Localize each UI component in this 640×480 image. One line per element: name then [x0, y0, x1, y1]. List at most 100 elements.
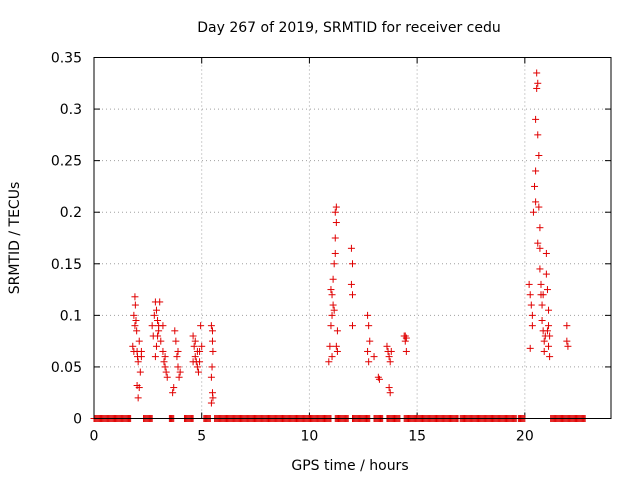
- data-point: [207, 373, 215, 381]
- data-point: [170, 384, 178, 392]
- y-tick-label: 0.3: [60, 102, 82, 118]
- data-point: [332, 203, 340, 211]
- data-point: [154, 332, 162, 340]
- data-point: [563, 322, 571, 330]
- data-point: [546, 353, 554, 361]
- data-point: [402, 347, 410, 355]
- data-point: [160, 358, 168, 366]
- data-point: [129, 342, 137, 350]
- data-point: [546, 332, 554, 340]
- data-point: [333, 347, 341, 355]
- data-point: [364, 311, 372, 319]
- data-point: [208, 337, 216, 345]
- data-point: [191, 353, 199, 361]
- y-axis-label: SRMTID / TECUs: [7, 182, 23, 295]
- data-point: [539, 291, 547, 299]
- x-tick-label: 20: [516, 429, 534, 445]
- data-point: [209, 394, 217, 402]
- data-point: [159, 347, 167, 355]
- data-point: [533, 69, 541, 77]
- data-point: [208, 327, 216, 335]
- data-point: [330, 306, 338, 314]
- data-point: [535, 151, 543, 159]
- data-point: [532, 198, 540, 206]
- data-point: [132, 317, 140, 325]
- data-point: [152, 306, 160, 314]
- data-point: [385, 384, 393, 392]
- plot-frame: [93, 57, 612, 419]
- data-point: [349, 260, 356, 268]
- data-point: [176, 368, 184, 376]
- data-point: [137, 347, 145, 355]
- data-point: [207, 399, 215, 407]
- x-tick-label: 0: [90, 429, 99, 445]
- data-point: [328, 291, 336, 299]
- data-point: [198, 342, 206, 350]
- data-point: [365, 322, 373, 330]
- data-point: [162, 368, 170, 376]
- data-point: [333, 327, 341, 335]
- data-point: [327, 322, 335, 330]
- y-tick-label: 0.15: [51, 257, 82, 273]
- data-point: [538, 317, 546, 325]
- data-point: [131, 293, 139, 301]
- grid-lines: [94, 57, 611, 419]
- data-point: [328, 353, 336, 361]
- data-point: [134, 358, 142, 366]
- data-point: [130, 347, 138, 355]
- data-point: [365, 358, 373, 366]
- data-point: [328, 311, 336, 319]
- chart-title: Day 267 of 2019, SRMTID for receiver ced…: [197, 20, 500, 36]
- data-point: [528, 311, 536, 319]
- data-point: [527, 301, 535, 309]
- data-point: [366, 337, 374, 345]
- data-point: [208, 363, 216, 371]
- data-point: [150, 311, 158, 319]
- data-point: [157, 337, 165, 345]
- data-points: [90, 69, 589, 422]
- data-point: [148, 322, 156, 330]
- data-point: [526, 291, 534, 299]
- data-point: [542, 249, 550, 257]
- data-point: [364, 347, 372, 355]
- data-point: [536, 244, 544, 252]
- data-point: [385, 353, 393, 361]
- data-point: [163, 373, 171, 381]
- data-point: [133, 327, 141, 335]
- data-point: [545, 322, 553, 330]
- data-point: [171, 327, 179, 335]
- data-point: [528, 322, 536, 330]
- data-point: [327, 286, 335, 294]
- data-point: [543, 327, 551, 335]
- data-point: [209, 347, 217, 355]
- data-point: [347, 244, 355, 252]
- data-point: [174, 363, 182, 371]
- data-point: [535, 203, 543, 211]
- data-point: [131, 301, 139, 309]
- data-point: [136, 368, 144, 376]
- data-point: [172, 337, 180, 345]
- data-point: [191, 337, 199, 345]
- data-point: [175, 373, 183, 381]
- data-point: [330, 260, 338, 268]
- data-point: [347, 280, 355, 288]
- x-tick-label: 10: [301, 429, 319, 445]
- data-point: [532, 167, 540, 175]
- data-point: [197, 322, 205, 330]
- data-point: [534, 239, 542, 247]
- data-point: [130, 311, 138, 319]
- data-point: [325, 358, 333, 366]
- data-point: [531, 182, 539, 190]
- x-tick-label: 15: [408, 429, 426, 445]
- data-point: [545, 306, 553, 314]
- y-tick-label: 0: [73, 412, 82, 428]
- data-point: [174, 347, 182, 355]
- data-point: [543, 286, 551, 294]
- data-point: [156, 298, 164, 306]
- data-point: [173, 353, 181, 361]
- data-point: [387, 347, 395, 355]
- data-point: [329, 301, 337, 309]
- data-point: [193, 347, 201, 355]
- data-point: [169, 389, 177, 397]
- data-point: [383, 342, 391, 350]
